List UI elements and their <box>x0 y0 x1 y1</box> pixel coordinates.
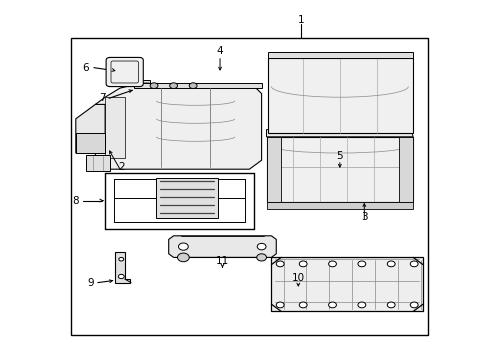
Bar <box>71 38 427 335</box>
Text: 1: 1 <box>297 15 304 25</box>
Text: 4: 4 <box>216 46 223 56</box>
Text: 10: 10 <box>291 273 304 283</box>
Text: 6: 6 <box>82 63 89 73</box>
Polygon shape <box>271 257 422 311</box>
Text: 9: 9 <box>87 278 94 288</box>
Circle shape <box>357 302 365 308</box>
Circle shape <box>276 302 284 308</box>
Polygon shape <box>266 137 412 202</box>
Polygon shape <box>156 178 217 218</box>
Polygon shape <box>271 61 290 101</box>
Polygon shape <box>85 155 110 171</box>
Text: 11: 11 <box>215 256 229 266</box>
Circle shape <box>150 83 158 89</box>
Circle shape <box>276 261 284 267</box>
Text: 3: 3 <box>360 212 367 222</box>
Circle shape <box>299 261 306 267</box>
Polygon shape <box>136 80 149 92</box>
Circle shape <box>328 302 336 308</box>
Circle shape <box>386 302 394 308</box>
Polygon shape <box>267 52 412 58</box>
Polygon shape <box>168 236 276 257</box>
Circle shape <box>257 243 265 250</box>
Circle shape <box>409 261 417 267</box>
Circle shape <box>328 261 336 267</box>
Circle shape <box>119 257 123 261</box>
Circle shape <box>256 254 266 261</box>
Polygon shape <box>398 137 412 202</box>
Polygon shape <box>267 58 412 133</box>
Text: 2: 2 <box>118 162 124 172</box>
Circle shape <box>178 243 188 250</box>
Circle shape <box>357 261 365 267</box>
Circle shape <box>409 302 417 308</box>
Circle shape <box>118 274 124 279</box>
Polygon shape <box>266 202 412 209</box>
Polygon shape <box>76 104 105 153</box>
Polygon shape <box>95 86 261 169</box>
Polygon shape <box>105 97 124 158</box>
FancyBboxPatch shape <box>106 57 143 87</box>
Circle shape <box>177 253 189 262</box>
Text: 8: 8 <box>72 195 79 206</box>
Circle shape <box>386 261 394 267</box>
Polygon shape <box>134 83 261 88</box>
Polygon shape <box>115 252 129 283</box>
Polygon shape <box>266 137 281 202</box>
Polygon shape <box>266 130 412 137</box>
Circle shape <box>169 83 177 89</box>
Text: 7: 7 <box>99 93 106 103</box>
Polygon shape <box>76 133 105 153</box>
Text: 5: 5 <box>336 150 343 161</box>
Circle shape <box>299 302 306 308</box>
Circle shape <box>189 83 197 89</box>
